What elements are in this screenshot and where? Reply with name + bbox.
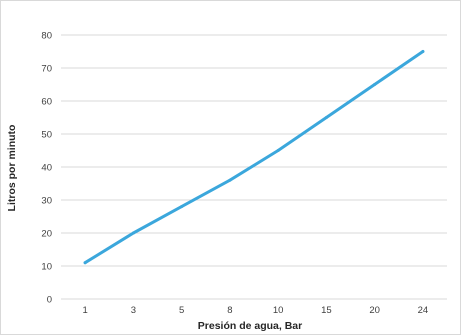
data-point <box>421 50 425 53</box>
y-axis-ticks: 0 10 20 30 40 50 60 70 80 <box>41 31 52 306</box>
x-tick-label: 15 <box>321 305 332 316</box>
x-axis-title: Presión de agua, Bar <box>198 320 302 332</box>
x-tick-label: 20 <box>369 305 380 316</box>
x-tick-label: 3 <box>131 305 136 316</box>
y-tick-label: 60 <box>41 97 52 108</box>
data-point <box>228 178 232 182</box>
data-point <box>83 261 87 265</box>
x-tick-label: 8 <box>227 305 232 316</box>
y-tick-label: 40 <box>41 163 52 174</box>
x-tick-label: 1 <box>82 305 87 316</box>
x-tick-label: 24 <box>418 305 429 316</box>
y-tick-label: 30 <box>41 196 52 207</box>
data-point <box>324 116 328 119</box>
data-point <box>276 149 280 152</box>
y-tick-label: 10 <box>41 262 52 273</box>
series-line <box>83 50 425 265</box>
y-tick-label: 50 <box>41 130 52 141</box>
y-tick-label: 80 <box>41 31 52 42</box>
x-tick-label: 5 <box>179 305 184 316</box>
series-group <box>83 50 425 265</box>
x-axis-ticks: 1 3 5 8 10 15 20 24 <box>82 305 428 316</box>
data-point <box>131 231 135 235</box>
data-point <box>373 83 377 86</box>
y-tick-label: 70 <box>41 64 52 75</box>
y-axis-title: Litros por minuto <box>6 125 18 212</box>
y-tick-label: 0 <box>47 295 52 306</box>
x-tick-label: 10 <box>273 305 284 316</box>
data-point <box>180 205 184 209</box>
y-tick-label: 20 <box>41 229 52 240</box>
